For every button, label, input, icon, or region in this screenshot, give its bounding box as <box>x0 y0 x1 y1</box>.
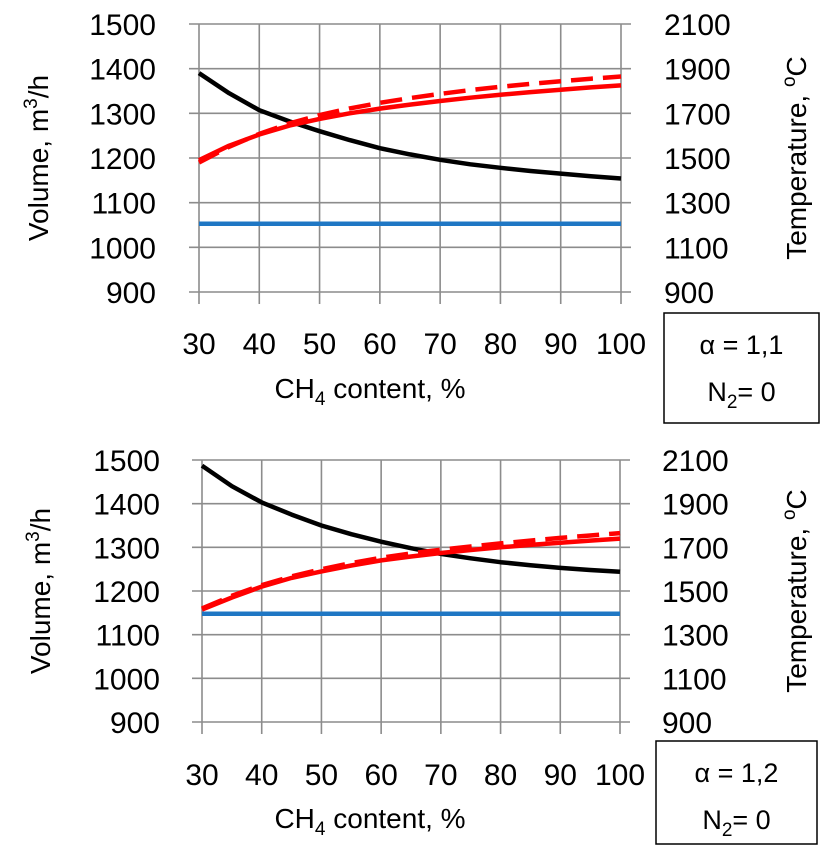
y-tick-label: 1500 <box>89 9 156 42</box>
y2-tick-label: 1100 <box>662 663 727 696</box>
y2-axis-title: Temperature, oC <box>779 489 812 693</box>
y-tick-label: 1400 <box>89 54 156 87</box>
y2-tick-label: 1300 <box>662 620 729 653</box>
alpha-label: α = 1,1 <box>700 330 784 360</box>
nitrogen-label: N2= 0 <box>702 805 770 841</box>
x-tick-label: 100 <box>596 328 646 361</box>
series-line-4 <box>197 74 622 165</box>
parameter-box: α = 1,2 N2= 0 <box>655 740 818 845</box>
y2-tick-label: 2100 <box>664 9 731 42</box>
nitrogen-label: N2= 0 <box>707 377 775 413</box>
y-axis-title: Volume, m3/h <box>21 75 54 241</box>
x-tick-label: 50 <box>303 328 336 361</box>
chart-panel-2: 900 1000 1100 1200 1300 1400 1500 900 1100 1300 15… <box>23 445 818 845</box>
x-tick-label: 60 <box>364 759 397 792</box>
y-tick-label: 1000 <box>89 232 156 265</box>
x-tick-label: 70 <box>423 328 456 361</box>
alpha-label: α = 1,2 <box>695 758 779 788</box>
x-tick-label: 50 <box>305 759 338 792</box>
x-tick-label: 100 <box>595 759 645 792</box>
y2-tick-label: 1700 <box>662 532 729 565</box>
y2-tick-label: 1500 <box>664 143 731 176</box>
series-line-3 <box>198 83 622 163</box>
y-tick-label: 1500 <box>93 445 160 478</box>
y-tick-label: 1000 <box>93 663 160 696</box>
y-tick-label: 1300 <box>89 98 156 131</box>
series-line-1 <box>200 463 621 575</box>
x-tick-label: 80 <box>484 328 517 361</box>
y2-tick-label: 1900 <box>662 489 729 522</box>
parameter-box: α = 1,1 N2= 0 <box>663 312 820 424</box>
x-tick-label: 30 <box>185 759 218 792</box>
y2-axis-title: Temperature, oC <box>779 56 812 260</box>
chart-panel-1: 900 1000 1100 1200 1300 1400 1500 900 1100 1300 15… <box>21 9 820 424</box>
y-tick-label: 1100 <box>95 620 160 653</box>
y2-tick-label: 1900 <box>664 54 731 87</box>
x-tick-label: 80 <box>484 759 517 792</box>
y-tick-label: 1100 <box>91 188 156 221</box>
y-tick-label: 900 <box>110 707 160 740</box>
y-tick-label: 900 <box>106 277 156 310</box>
y-tick-label: 1400 <box>93 489 160 522</box>
y2-tick-label: 2100 <box>662 445 729 478</box>
x-axis-title: CH4 content, % <box>274 373 465 410</box>
y2-tick-label: 1300 <box>664 188 731 221</box>
series-line-4 <box>201 530 621 611</box>
x-tick-label: 70 <box>424 759 457 792</box>
x-tick-label: 90 <box>544 328 577 361</box>
y-tick-label: 1200 <box>93 576 160 609</box>
x-axis-title: CH4 content, % <box>274 803 465 840</box>
y2-tick-label: 900 <box>662 707 712 740</box>
y2-tick-label: 1500 <box>662 576 729 609</box>
y-tick-label: 1300 <box>93 532 160 565</box>
x-tick-label: 30 <box>182 328 215 361</box>
y2-tick-label: 900 <box>664 277 714 310</box>
x-tick-label: 40 <box>245 759 278 792</box>
x-tick-label: 90 <box>544 759 577 792</box>
y2-tick-label: 1700 <box>664 98 731 131</box>
y2-tick-label: 1100 <box>664 232 729 265</box>
series-line-1 <box>197 71 622 181</box>
x-tick-label: 60 <box>363 328 396 361</box>
y-tick-label: 1200 <box>89 143 156 176</box>
y-axis-title: Volume, m3/h <box>23 508 56 674</box>
x-tick-label: 40 <box>243 328 276 361</box>
